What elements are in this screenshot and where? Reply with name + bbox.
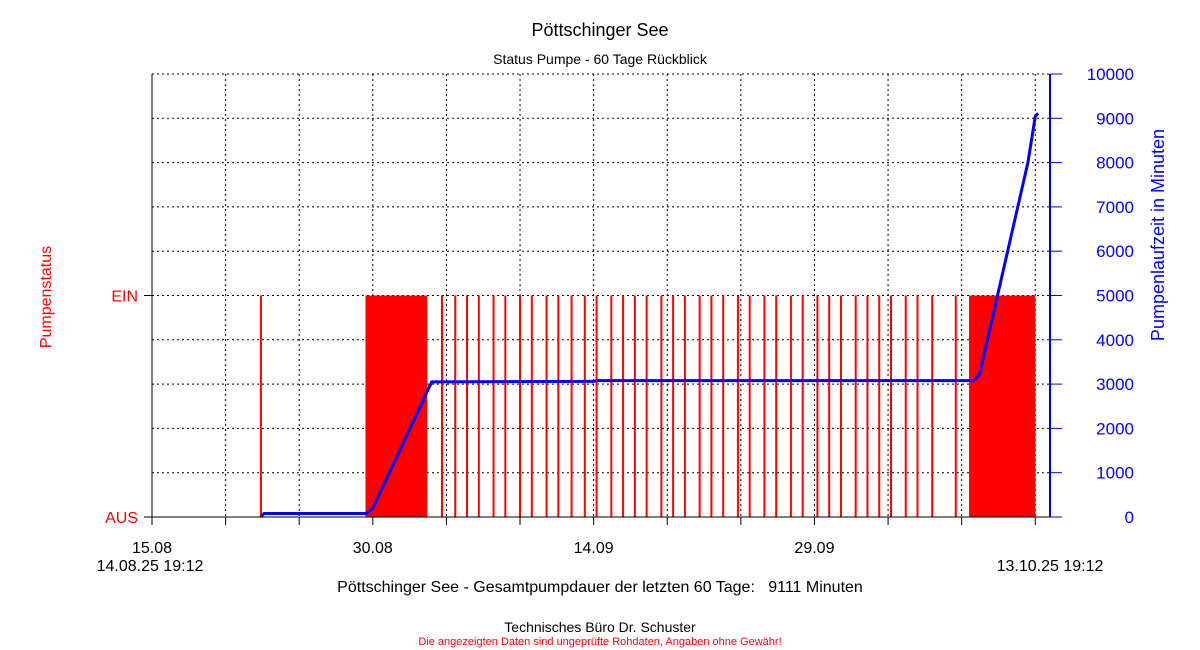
x-end-label: 13.10.25 19:12 <box>997 558 1104 575</box>
chart-title: Pöttschinger See <box>531 20 668 40</box>
y-right-tick-label: 8000 <box>1096 154 1134 173</box>
runtime-line <box>259 112 1040 518</box>
credit-line: Technisches Büro Dr. Schuster <box>504 619 696 635</box>
x-tick-label: 14.09 <box>574 540 614 557</box>
y-left-tick-label: AUS <box>105 510 138 527</box>
footer-summary: Pöttschinger See - Gesamtpumpdauer der l… <box>337 579 863 596</box>
y-axis-left-label: Pumpenstatus <box>38 246 55 348</box>
status-on-block <box>365 295 428 517</box>
y-right-tick-label: 1000 <box>1096 464 1134 483</box>
y-right-tick-label: 0 <box>1125 508 1134 527</box>
y-right-tick-label: 2000 <box>1096 419 1134 438</box>
tick-labels: EIN AUS 0 1000 2000 3000 4000 5000 6000 7000 8000 9… <box>105 65 1134 557</box>
y-right-tick-label: 6000 <box>1096 242 1134 261</box>
x-start-label: 14.08.25 19:12 <box>97 558 204 575</box>
y-right-tick-label: 9000 <box>1096 109 1134 128</box>
y-left-tick-label: EIN <box>111 289 138 306</box>
y-axis-right-label: Pumpenlaufzeit in Minuten <box>1148 129 1168 341</box>
disclaimer-line: Die angezeigten Daten sind ungeprüfte Ro… <box>418 636 781 648</box>
pump-runtime-series <box>259 112 1040 518</box>
chart-subtitle: Status Pumpe - 60 Tage Rückblick <box>493 51 708 67</box>
pump-status-series <box>259 295 1036 517</box>
chart-axes <box>144 73 1062 525</box>
grid-lines <box>152 73 1050 517</box>
x-tick-label: 15.08 <box>132 540 172 557</box>
status-on-block <box>969 295 1036 517</box>
y-right-tick-label: 7000 <box>1096 198 1134 217</box>
y-right-tick-label: 3000 <box>1096 375 1134 394</box>
y-right-tick-label: 4000 <box>1096 331 1134 350</box>
y-right-tick-label: 10000 <box>1087 65 1134 84</box>
y-right-tick-label: 5000 <box>1096 287 1134 306</box>
x-tick-label: 30.08 <box>353 540 393 557</box>
x-tick-label: 29.09 <box>794 540 834 557</box>
